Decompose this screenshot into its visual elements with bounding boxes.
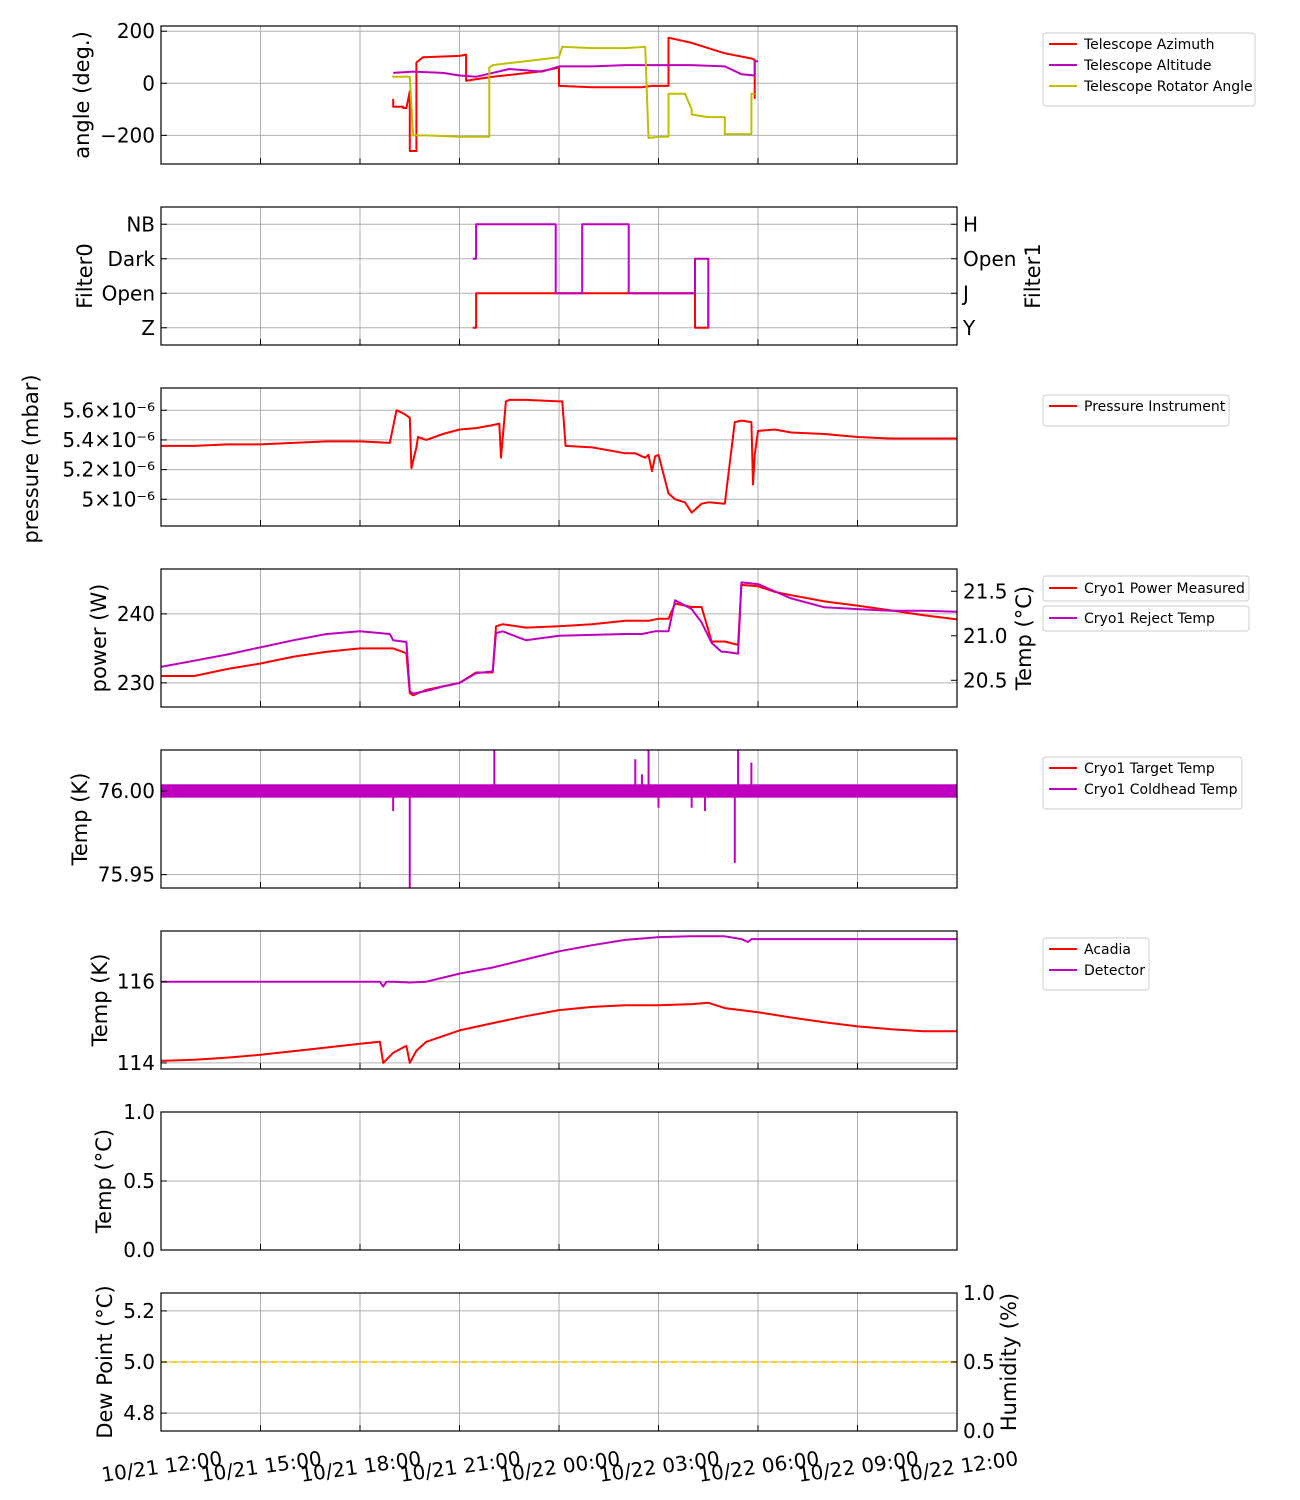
legend-label: Detector [1084,963,1145,979]
series-line-telescope-azimuth [392,36,756,152]
y-tick-label: NB [126,212,155,236]
legend-box [1042,756,1243,810]
y-tick-label: 116 [117,970,155,994]
series-line-telescope-rotator-angle [392,45,755,139]
legend-label: Telescope Azimuth [1083,37,1214,53]
legend-label: Acadia [1084,942,1131,958]
legend-box [1042,937,1150,991]
series-band-cryo1-coldhead [161,784,957,798]
y-tick-label: 0.0 [963,1419,995,1443]
axis-title: Humidity (%) [997,1293,1021,1431]
series-line-acadia [160,1001,957,1064]
y-tick-label: 5.2 [123,1299,155,1323]
legend-box [1042,575,1250,602]
y-tick-label: 20.5 [963,668,1008,692]
axis-title: Temp (K) [68,773,92,867]
legend-label: Cryo1 Target Temp [1084,761,1215,777]
y-tick-label: 5.6×10⁻⁶ [62,398,155,422]
y-tick-label: 21.5 [963,579,1008,603]
legend-label: Cryo1 Power Measured [1084,581,1245,597]
legend-label: Pressure Instrument [1084,399,1226,415]
y-tick-label: Open [102,281,155,305]
y-tick-label: 0.0 [123,1238,155,1262]
series-line-filter1 [472,223,710,328]
y-tick-label: 21.0 [963,624,1008,648]
legend: Cryo1 Target Temp Cryo1 Coldhead Temp [1042,756,1243,810]
y-tick-label: H [963,212,978,236]
axis-title: Filter0 [73,243,97,308]
legend-label: Telescope Rotator Angle [1083,79,1253,95]
series-line-filter0 [472,292,710,329]
y-tick-label: 0.5 [123,1169,155,1193]
panel-dewpoint: 5.2 5.0 4.8 1.0 0.5 0.0 Dew Point (°C) Humidity… [93,1281,1021,1487]
y-tick-label: 114 [117,1051,155,1075]
legend: Telescope Azimuth Telescope Altitude Teles… [1042,32,1256,107]
axis-title: angle (deg.) [70,31,94,159]
y-tick-label: Y [962,316,976,340]
legend-box [1042,605,1250,632]
y-tick-label: 75.95 [98,863,155,887]
legend: Acadia Detector [1042,937,1150,991]
series-line-pressure-instrument [161,398,957,514]
y-tick-label: 5.2×10⁻⁶ [62,458,155,482]
panel-filters: Z Open Dark NB YJ Open H Filter0 Filter1 [73,206,1045,346]
axis-title: Filter1 [1021,243,1045,308]
y-tick-label: 5.4×10⁻⁶ [62,428,155,452]
axis-title: Temp (°C) [1012,586,1036,691]
series-line-detector [161,935,957,988]
series-line-cryo1-reject-temp [160,581,958,695]
y-tick-label: 0.5 [963,1350,995,1374]
y-tick-label: 230 [117,671,155,695]
y-tick-label: 240 [117,602,155,626]
y-tick-label: 1.0 [123,1100,155,1124]
legend: Cryo1 Power Measured Cryo1 Reject Temp [1042,575,1250,632]
y-tick-label: 4.8 [123,1401,155,1425]
y-tick-label: −200 [100,123,155,147]
y-tick-label: Z [141,316,155,340]
axis-title: Dew Point (°C) [93,1285,117,1438]
series-line-telescope-altitude [393,60,758,78]
panel-pressure: 5.6×10⁻⁶ 5.4×10⁻⁶ 5.2×10⁻⁶ 5×10⁻⁶ pressure (… [19,374,1230,544]
legend: Pressure Instrument [1042,394,1230,427]
legend-box [1042,32,1256,107]
y-tick-label: Open [963,247,1016,271]
series-line-cryo1-power [161,583,958,697]
y-tick-label: 76.00 [98,779,155,803]
y-tick-label: 1.0 [963,1281,995,1305]
y-tick-label: 0 [142,71,155,95]
legend-label: Telescope Altitude [1083,58,1212,74]
y-tick-label: J [961,281,969,305]
axis-title: power (W) [87,584,111,693]
axis-title: Temp (K) [88,954,112,1048]
axis-title: Temp (°C) [92,1129,116,1234]
legend-label: Cryo1 Coldhead Temp [1084,782,1238,798]
y-tick-label: 200 [117,19,155,43]
panel-ambient: 1.0 0.5 0.0 Temp (°C) [92,1100,958,1262]
y-tick-label: 5.0 [123,1350,155,1374]
y-tick-label: Dark [108,247,156,271]
y-tick-label: 5×10⁻⁶ [81,487,155,511]
legend-box [1042,394,1230,427]
axis-title: pressure (mbar) [19,374,43,543]
legend-label: Cryo1 Reject Temp [1084,611,1215,627]
